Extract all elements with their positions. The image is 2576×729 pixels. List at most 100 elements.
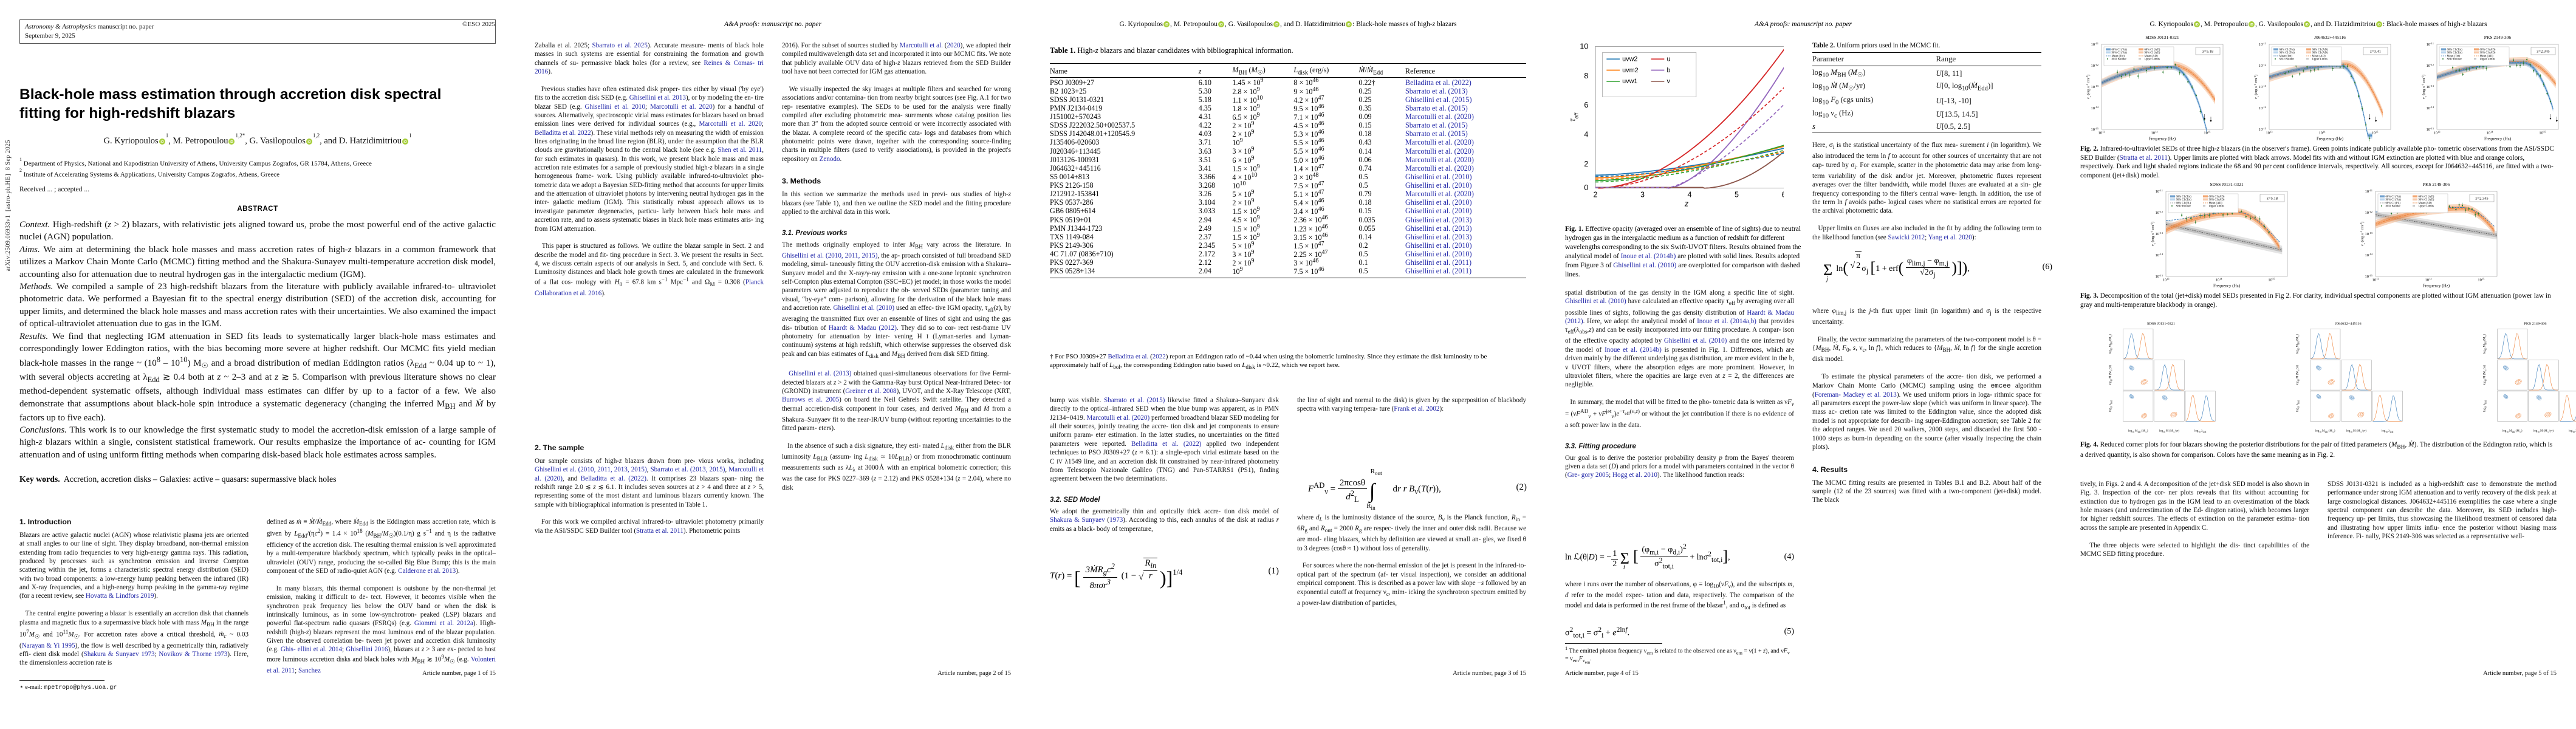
svg-text:90% CI (AD): 90% CI (AD) [2419,199,2434,202]
svg-text:1015: 1015 [2268,277,2275,282]
svg-text:b: b [1667,67,1671,74]
svg-text:1013: 1013 [2434,130,2441,135]
svg-text:log10 MBH (M☉): log10 MBH (M☉) [2109,334,2112,354]
svg-text:10-12: 10-12 [2091,63,2099,69]
svg-text:10-13: 10-13 [2259,84,2267,90]
svg-text:68% CI (Tot): 68% CI (Tot) [2280,49,2295,52]
svg-text:Upper Limits: Upper Limits [2312,58,2328,61]
svg-text:8: 8 [1584,72,1588,80]
svg-text:Frequency (Hz): Frequency (Hz) [2317,137,2344,142]
svg-text:10-11: 10-11 [2259,42,2266,47]
svg-text:90% CI (Tot): 90% CI (Tot) [2176,199,2192,202]
svg-text:3: 3 [1640,191,1645,199]
svg-text:90% CI (AD): 90% CI (AD) [2145,52,2160,55]
svg-text:Frequency (Hz): Frequency (Hz) [2484,137,2512,142]
svg-text:10-14: 10-14 [2259,106,2267,111]
svg-text:Upper Limits: Upper Limits [2145,58,2160,61]
svg-text:10-12: 10-12 [2427,63,2434,69]
svg-text:68% CI (AD): 68% CI (AD) [2480,49,2496,52]
svg-text:SED Builder: SED Builder [2176,205,2191,208]
svg-text:νν (erg s-1 cm-2): νν (erg s-1 cm-2) [2086,75,2092,99]
svg-text:1015: 1015 [2371,130,2379,135]
svg-text:iD: iD [230,140,233,144]
svg-text:1013: 1013 [2266,130,2273,135]
svg-text:68% CI (AD): 68% CI (AD) [2145,49,2160,52]
svg-text:log10 Ṁ (M☉/yr): log10 Ṁ (M☉/yr) [2295,364,2300,385]
svg-text:log10 Ṁ (M☉/yr): log10 Ṁ (M☉/yr) [2482,364,2487,385]
svg-text:4: 4 [1688,191,1692,199]
svg-text:10-11: 10-11 [2156,189,2163,194]
svg-text:10-15: 10-15 [2427,127,2434,132]
svg-text:68% CI (PL): 68% CI (PL) [2176,202,2191,205]
svg-text:z=5.18: z=5.18 [2202,50,2213,54]
svg-text:6: 6 [1584,101,1588,109]
svg-text:iD: iD [1219,23,1222,27]
svg-text:Mean (AD): Mean (AD) [2480,55,2493,58]
svg-text:68% CI (PL): 68% CI (PL) [2386,202,2401,205]
svg-text:1014: 1014 [2215,277,2222,282]
svg-text:Frequency (Hz): Frequency (Hz) [2213,284,2241,289]
svg-text:0: 0 [1584,183,1588,192]
svg-text:SDSS J0131-0321: SDSS J0131-0321 [2145,35,2179,40]
svg-text:68% CI (AD): 68% CI (AD) [2209,196,2225,199]
svg-text:1013: 1013 [2163,277,2170,282]
svg-text:log10 λEdd: log10 λEdd [2296,400,2300,412]
svg-text:2: 2 [1584,160,1588,168]
svg-text:SED Builder: SED Builder [2386,205,2401,208]
svg-text:10-14: 10-14 [2427,106,2434,111]
svg-text:Mean (Tot): Mean (Tot) [2447,55,2461,58]
svg-text:PKS 2149-306: PKS 2149-306 [2484,35,2512,40]
svg-text:log10 MBH (M☉): log10 MBH (M☉) [2483,334,2487,354]
svg-text:J064632+445116: J064632+445116 [2335,321,2361,326]
svg-text:iD: iD [1275,23,1278,27]
svg-text:10: 10 [1580,43,1588,51]
svg-text:68% CI (Tot): 68% CI (Tot) [2447,49,2463,52]
svg-text:SED Builder: SED Builder [2280,58,2295,61]
svg-text:J064632+445116: J064632+445116 [2314,35,2346,40]
svg-text:10-11: 10-11 [2091,42,2098,47]
svg-text:u: u [1667,56,1671,63]
svg-text:10-13: 10-13 [2091,84,2099,90]
svg-text:1014: 1014 [2151,130,2158,135]
svg-text:10-15: 10-15 [2156,274,2163,279]
svg-text:1015: 1015 [2478,277,2485,282]
svg-text:68% CI (Tot): 68% CI (Tot) [2386,196,2402,199]
svg-text:90% CI (AD): 90% CI (AD) [2312,52,2328,55]
svg-text:1015: 1015 [2204,130,2211,135]
svg-text:90% CI (Tot): 90% CI (Tot) [2280,52,2295,55]
svg-text:10-11: 10-11 [2365,189,2372,194]
svg-text:iD: iD [2195,23,2198,27]
svg-text:log10 λEdd: log10 λEdd [2569,430,2576,433]
svg-text:v: v [1667,78,1671,85]
svg-text:z=2.345: z=2.345 [2475,197,2488,201]
svg-text:PKS 2149-306: PKS 2149-306 [2423,182,2450,187]
svg-text:10-11: 10-11 [2427,42,2434,47]
svg-text:10-14: 10-14 [2091,106,2099,111]
svg-text:log10 MBH (M☉): log10 MBH (M☉) [2502,430,2523,433]
svg-text:log10 λEdd: log10 λEdd [2382,430,2394,433]
svg-text:Mean (AD): Mean (AD) [2419,202,2432,205]
svg-text:uvw1: uvw1 [1622,78,1637,85]
svg-text:90% CI (AD): 90% CI (AD) [2209,199,2225,202]
svg-text:log10 λEdd: log10 λEdd [2483,400,2487,412]
svg-text:10-14: 10-14 [2156,253,2163,258]
svg-text:iD: iD [1165,23,1168,27]
svg-text:z: z [1684,200,1689,208]
svg-text:z=2.345: z=2.345 [2537,50,2549,54]
svg-text:uvm2: uvm2 [1622,67,1638,74]
svg-text:1013: 1013 [2372,277,2380,282]
svg-text:10-13: 10-13 [2365,231,2373,237]
svg-text:1014: 1014 [2318,130,2326,135]
svg-text:iD: iD [2305,23,2308,27]
svg-text:1014: 1014 [2425,277,2432,282]
svg-text:log10 Ṁ (M☉/yr): log10 Ṁ (M☉/yr) [2159,429,2180,433]
svg-text:90% CI (Tot): 90% CI (Tot) [2112,52,2128,55]
svg-text:4: 4 [1584,131,1588,139]
svg-text:Mean (AD): Mean (AD) [2312,55,2326,58]
svg-text:90% CI (AD): 90% CI (AD) [2480,52,2496,55]
svg-text:6: 6 [1782,191,1784,199]
svg-text:10-12: 10-12 [2156,210,2163,216]
svg-text:SED Builder: SED Builder [2112,58,2127,61]
svg-text:1014: 1014 [2486,130,2493,135]
svg-text:z=3.41: z=3.41 [2370,50,2381,54]
